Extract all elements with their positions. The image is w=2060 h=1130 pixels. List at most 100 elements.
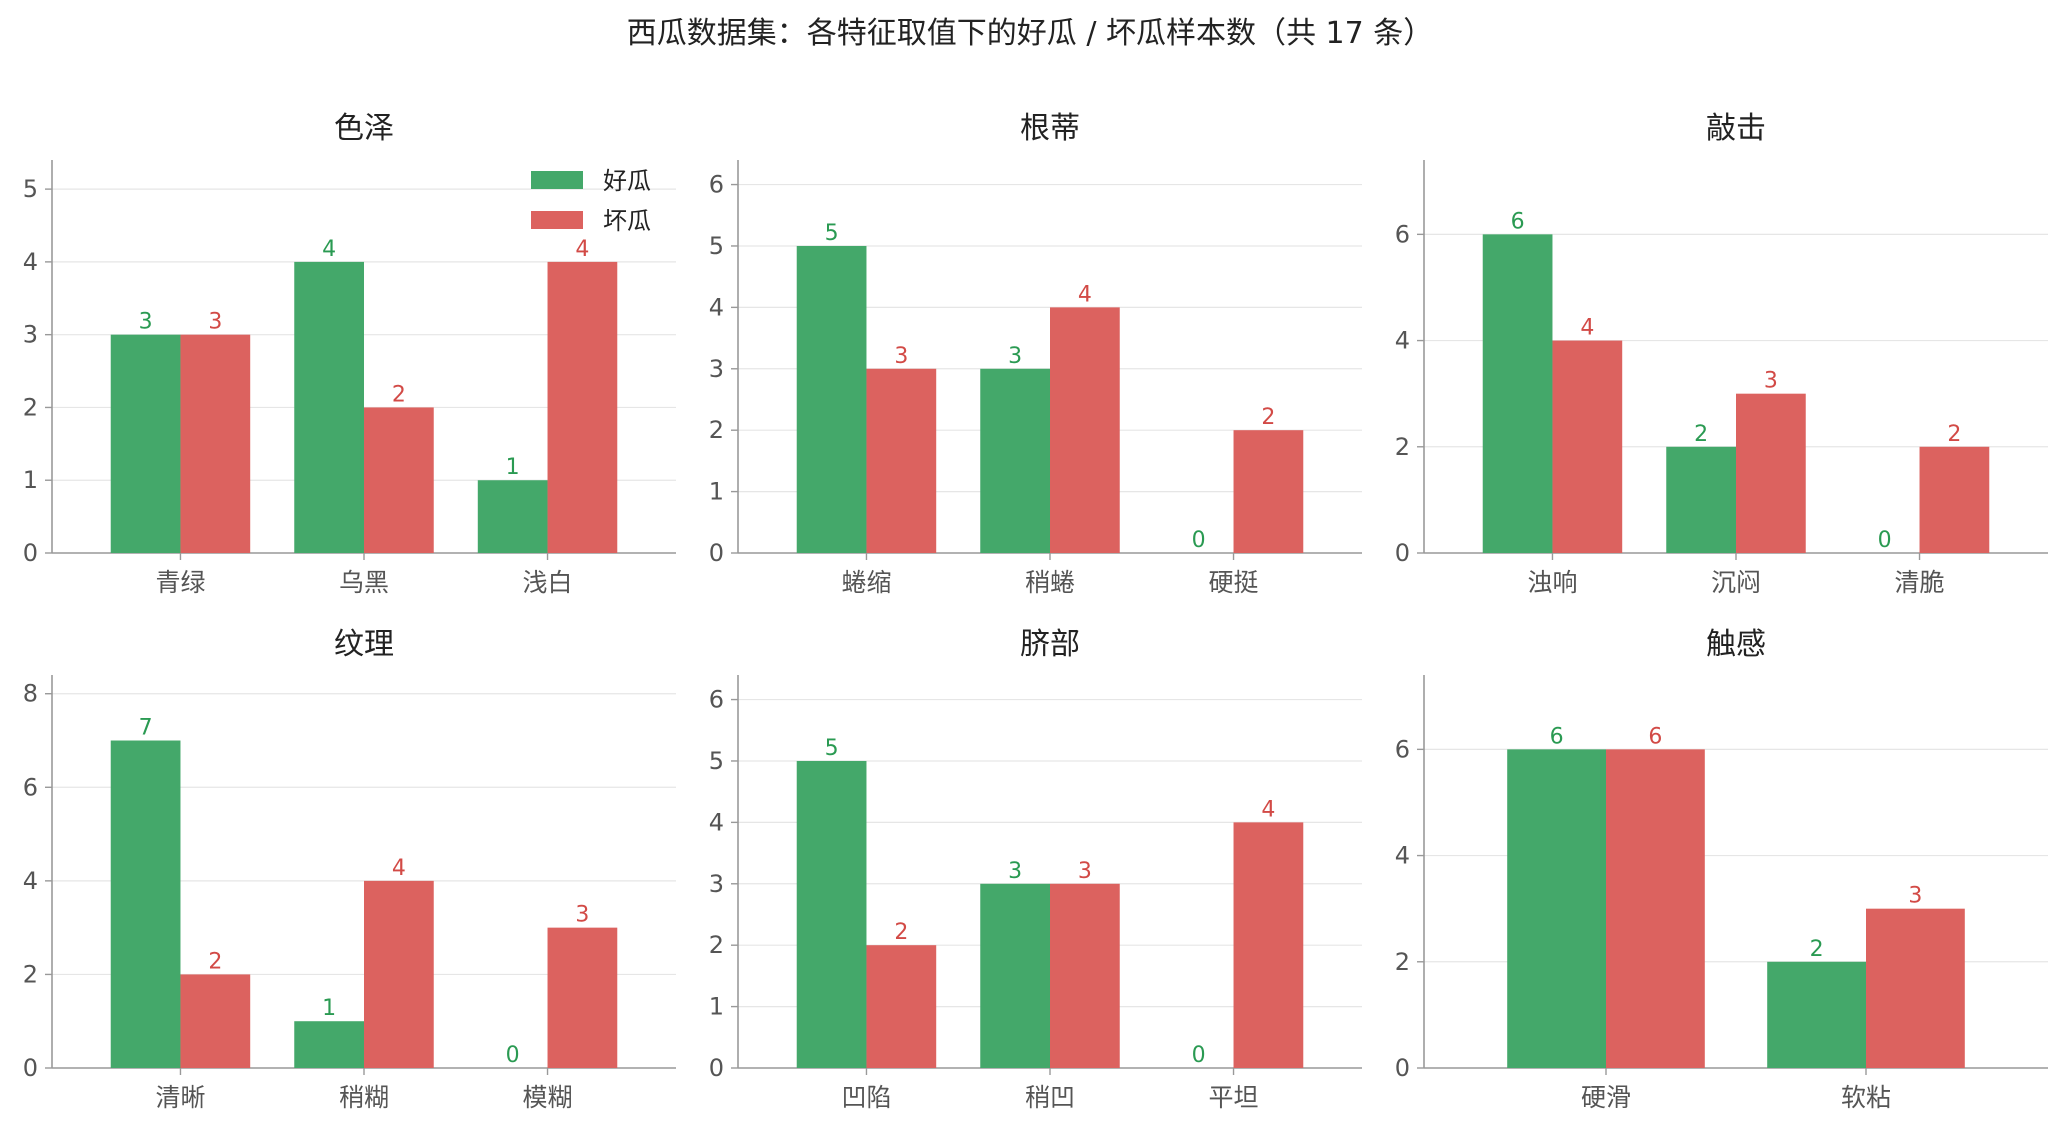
bar-bad xyxy=(547,927,618,1068)
bar-bad xyxy=(180,974,251,1068)
y-tick-label: 0 xyxy=(1395,1054,1410,1082)
x-tick-label: 稍蜷 xyxy=(1025,568,1075,597)
bar-bad xyxy=(364,880,434,1068)
bar-good xyxy=(796,760,867,1068)
x-tick-label: 乌黑 xyxy=(339,568,389,597)
bar-value-label: 3 xyxy=(1908,884,1922,909)
bar-value-label: 2 xyxy=(1947,422,1961,447)
bar-bad xyxy=(1050,883,1120,1068)
bar-value-label: 1 xyxy=(506,455,520,480)
x-tick-label: 沉闷 xyxy=(1711,568,1761,597)
bar-value-label: 2 xyxy=(208,949,222,974)
bar-value-label: 2 xyxy=(392,382,406,407)
bar-value-label: 5 xyxy=(825,736,839,761)
subplot-4: 纹理 0 2 4 6 8 7 2 清晰 1 4 稍糊 0 3 模糊 xyxy=(23,627,676,1112)
bar-bad xyxy=(866,945,937,1068)
bar-bad xyxy=(1736,393,1806,553)
subplot-title: 根蒂 xyxy=(1020,111,1080,146)
bar-good xyxy=(980,368,1050,553)
bar-value-label: 6 xyxy=(1511,209,1525,234)
x-tick-label: 清脆 xyxy=(1895,568,1945,597)
bar-value-label: 4 xyxy=(1078,282,1092,307)
y-tick-label: 6 xyxy=(1395,220,1410,248)
bar-good xyxy=(110,334,181,553)
subplot-title: 敲击 xyxy=(1706,111,1766,146)
bar-value-label: 6 xyxy=(1550,724,1564,749)
bar-bad xyxy=(1606,749,1705,1068)
y-tick-label: 4 xyxy=(1395,327,1410,355)
bar-value-label: 1 xyxy=(322,996,336,1021)
y-tick-label: 6 xyxy=(23,773,38,801)
y-tick-label: 3 xyxy=(709,870,724,898)
x-tick-label: 平坦 xyxy=(1209,1083,1259,1112)
subplot-title: 脐部 xyxy=(1020,627,1080,662)
y-tick-label: 4 xyxy=(23,867,38,895)
x-tick-label: 硬挺 xyxy=(1209,568,1259,597)
bar-value-label: 2 xyxy=(1694,422,1708,447)
subplot-title: 触感 xyxy=(1706,627,1766,662)
bar-good xyxy=(294,1021,364,1068)
bar-good xyxy=(1507,749,1606,1068)
subplot-2: 根蒂 0 1 2 3 4 5 6 5 3 蜷缩 3 4 稍蜷 0 2 硬挺 xyxy=(709,111,1362,597)
legend-label: 坏瓜 xyxy=(603,207,651,235)
x-tick-label: 硬滑 xyxy=(1581,1083,1631,1112)
y-tick-label: 8 xyxy=(23,680,38,708)
bar-bad xyxy=(1919,446,1990,553)
y-tick-label: 5 xyxy=(709,747,724,775)
bar-good xyxy=(980,883,1050,1068)
subplot-5: 脐部 0 1 2 3 4 5 6 5 2 凹陷 3 3 稍凹 0 4 平坦 xyxy=(709,627,1362,1112)
subplot-title: 纹理 xyxy=(334,627,394,662)
y-tick-label: 0 xyxy=(709,539,724,567)
y-tick-label: 4 xyxy=(709,293,724,321)
x-tick-label: 稍凹 xyxy=(1025,1083,1075,1112)
y-tick-label: 0 xyxy=(23,539,38,567)
bar-value-label: 2 xyxy=(894,920,908,945)
bar-good xyxy=(1666,446,1736,553)
bar-value-label: 3 xyxy=(1764,369,1778,394)
bar-value-label: 4 xyxy=(392,856,406,881)
bar-value-label: 5 xyxy=(825,221,839,246)
bar-good xyxy=(796,245,867,553)
bar-good xyxy=(294,261,364,553)
bar-bad xyxy=(1866,908,1965,1068)
x-tick-label: 浅白 xyxy=(523,568,573,597)
y-tick-label: 0 xyxy=(709,1054,724,1082)
bar-good xyxy=(477,480,548,553)
bar-value-label: 4 xyxy=(1580,316,1594,341)
legend-swatch-bad xyxy=(531,211,583,229)
bar-value-label: 4 xyxy=(1261,797,1275,822)
bar-value-label: 3 xyxy=(208,310,222,335)
y-tick-label: 1 xyxy=(23,466,38,494)
bar-value-label: 0 xyxy=(506,1043,520,1068)
y-tick-label: 4 xyxy=(709,808,724,836)
bar-value-label: 7 xyxy=(139,716,153,741)
x-tick-label: 稍糊 xyxy=(339,1083,389,1112)
bar-good xyxy=(110,740,181,1068)
bar-bad xyxy=(1050,307,1120,553)
subplot-title: 色泽 xyxy=(334,111,394,146)
bar-value-label: 2 xyxy=(1261,405,1275,430)
bar-good xyxy=(1767,961,1866,1068)
y-tick-label: 4 xyxy=(23,248,38,276)
y-tick-label: 0 xyxy=(1395,539,1410,567)
y-tick-label: 1 xyxy=(709,993,724,1021)
bar-bad xyxy=(1233,430,1304,553)
x-tick-label: 凹陷 xyxy=(841,1083,891,1112)
bar-value-label: 4 xyxy=(322,237,336,262)
y-tick-label: 0 xyxy=(23,1054,38,1082)
bar-good xyxy=(1482,234,1553,553)
bar-bad xyxy=(180,334,251,553)
y-tick-label: 6 xyxy=(1395,735,1410,763)
y-tick-label: 2 xyxy=(23,960,38,988)
bar-value-label: 0 xyxy=(1878,528,1892,553)
bar-bad xyxy=(866,368,937,553)
y-tick-label: 2 xyxy=(1395,433,1410,461)
x-tick-label: 青绿 xyxy=(155,568,205,597)
legend-swatch-good xyxy=(531,171,583,189)
bar-bad xyxy=(364,407,434,553)
subplot-6: 触感 0 2 4 6 6 6 硬滑 2 3 软粘 xyxy=(1395,627,2048,1112)
y-tick-label: 5 xyxy=(23,175,38,203)
